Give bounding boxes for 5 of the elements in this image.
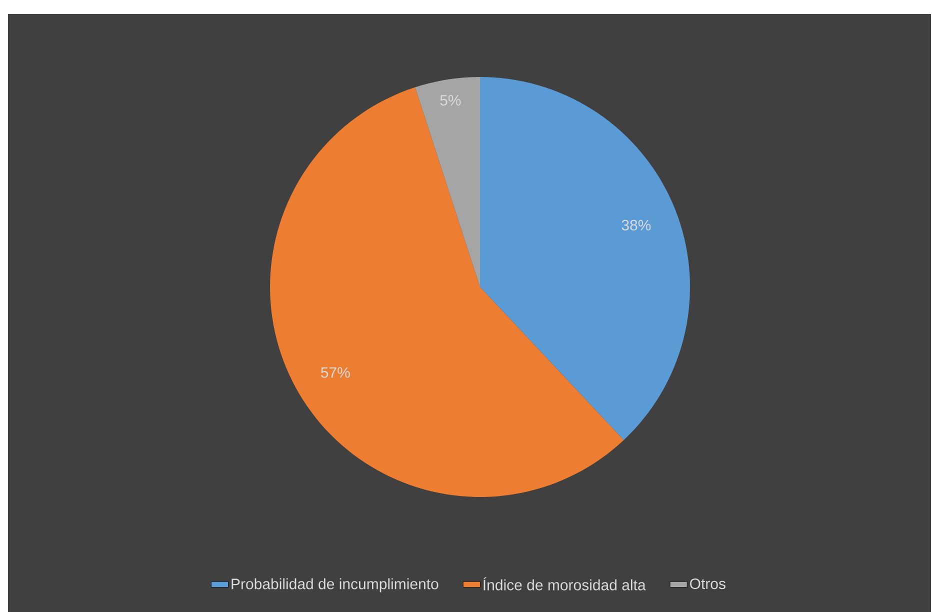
- data-label: 57%: [320, 367, 350, 378]
- data-label: 38%: [622, 220, 651, 230]
- legend-label: Índice de morosidad alta: [483, 577, 646, 590]
- legend-label: Otros: [690, 578, 726, 590]
- legend-label: Probabilidad de incumplimiento: [232, 578, 438, 592]
